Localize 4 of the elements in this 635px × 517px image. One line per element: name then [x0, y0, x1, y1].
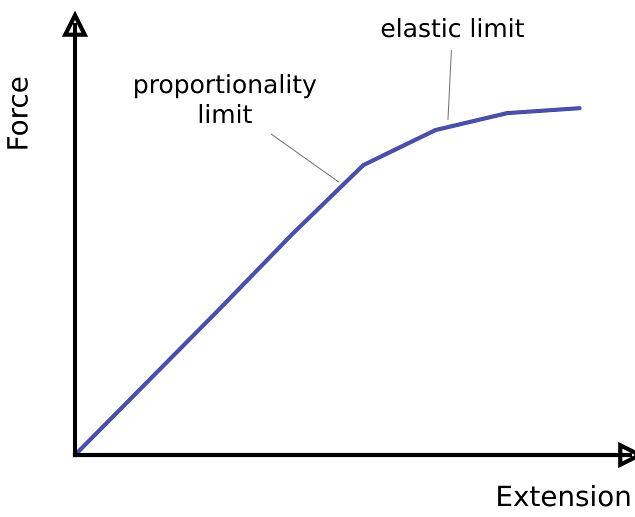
- annotation: proportionality limit: [135, 74, 316, 123]
- y-axis-title: Force: [7, 78, 28, 149]
- text: elastic limit: [382, 18, 524, 38]
- x-axis-title: Extension: [498, 484, 630, 506]
